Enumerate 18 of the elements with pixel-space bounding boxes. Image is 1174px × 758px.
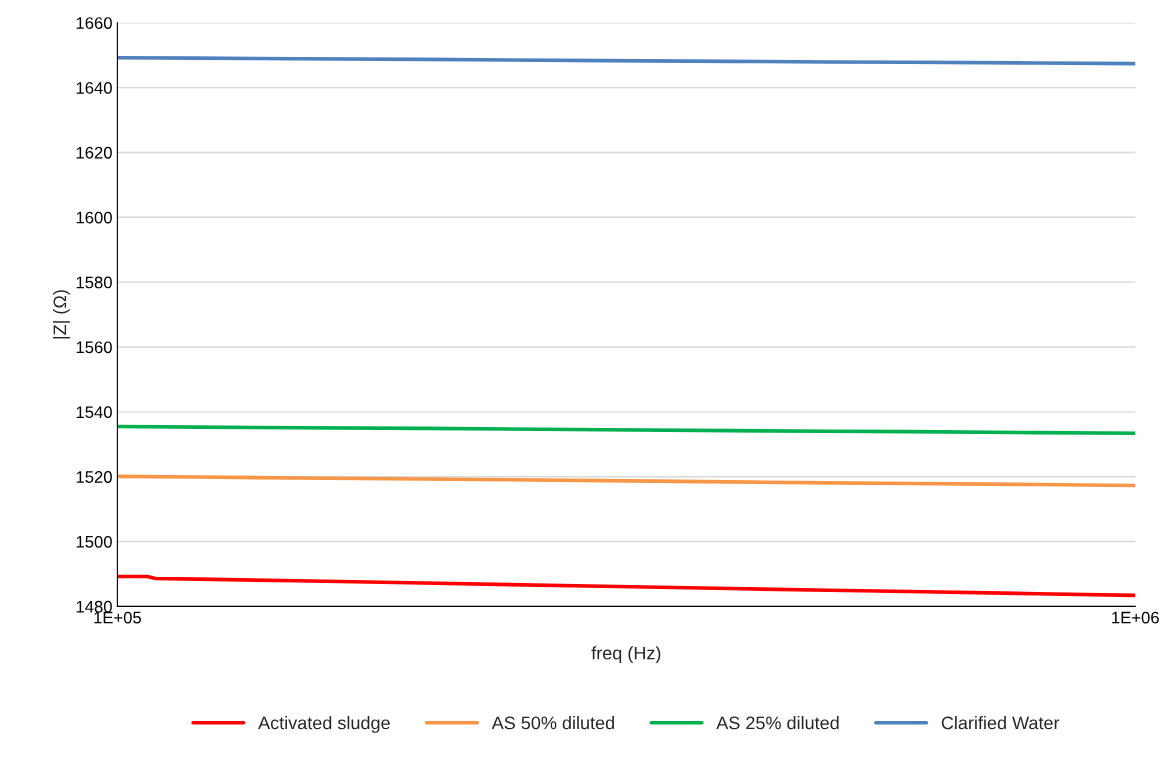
x-tick-label: 1E+06 (1112, 611, 1159, 624)
x-tick-label: 1E+05 (94, 611, 142, 624)
y-axis-title: |Z| (Ω) (53, 290, 70, 339)
y-tick-label: 1620 (76, 146, 112, 159)
y-tick-label: 1600 (76, 211, 112, 224)
y-tick-label: 1660 (76, 17, 112, 29)
y-tick-label: 1640 (76, 81, 112, 94)
legend-label: AS 25% diluted (716, 716, 839, 730)
legend-label: Activated sludge (258, 716, 390, 733)
y-tick-label: 1500 (76, 535, 112, 548)
legend-label: AS 50% diluted (491, 716, 614, 730)
legend-label: Clarified Water (941, 716, 1060, 730)
y-tick-label: 1540 (76, 406, 112, 419)
y-tick-label: 1480 (76, 600, 112, 613)
x-axis-title: freq (Hz) (591, 646, 661, 664)
y-tick-label: 1560 (76, 341, 112, 354)
y-tick-label: 1520 (76, 471, 112, 483)
y-tick-label: 1580 (76, 276, 112, 289)
